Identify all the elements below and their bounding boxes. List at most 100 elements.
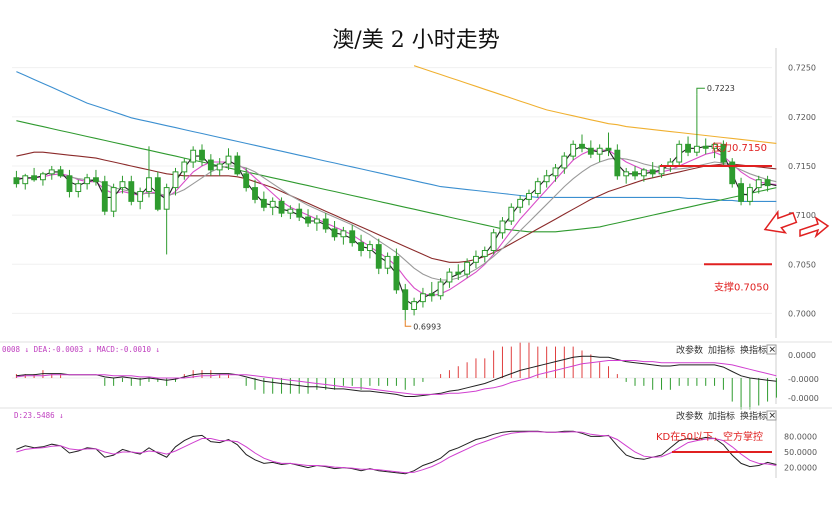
candle-body <box>305 216 311 224</box>
candle-body <box>366 244 373 252</box>
candle <box>411 297 418 316</box>
kd-close-button[interactable] <box>766 410 777 421</box>
candle <box>384 252 391 275</box>
candle <box>331 221 338 241</box>
candle-body <box>543 175 550 183</box>
candle <box>561 152 568 174</box>
candle <box>22 173 29 190</box>
candle-body <box>119 181 126 189</box>
candle <box>393 248 400 294</box>
kd-add-indicator-button[interactable]: 加指标 <box>708 410 735 422</box>
candle-body <box>420 293 426 303</box>
candle-body <box>640 169 647 177</box>
kd-change-params-button[interactable]: 改参数 <box>676 410 703 422</box>
macd-close-button[interactable] <box>766 344 777 355</box>
candle <box>110 183 117 218</box>
ma-line-ma_blue <box>16 71 777 202</box>
candle-body <box>349 230 356 244</box>
candle-body <box>358 242 364 252</box>
candle <box>446 268 453 288</box>
candle-body <box>137 191 144 202</box>
macd-tick-label: -0.0000 <box>788 375 819 384</box>
candle-body <box>260 198 267 208</box>
candle <box>260 191 267 212</box>
ma-line-ma_green <box>16 120 777 233</box>
candle-body <box>199 149 205 161</box>
candle <box>287 205 294 220</box>
candle-body <box>473 255 479 263</box>
candle-body <box>702 145 709 149</box>
candle <box>464 258 471 279</box>
candle-body <box>243 173 250 189</box>
candle <box>66 169 73 198</box>
candle <box>693 94 700 157</box>
candle-body <box>720 143 727 163</box>
candle <box>40 171 46 186</box>
price-tick-label: 0.7000 <box>788 309 816 318</box>
price-panel: 0.7250 0.7200 0.7150 0.7100 0.7050 0.7000 0.72… <box>12 48 816 338</box>
candle <box>702 138 709 155</box>
support-label: 支撑0.7050 <box>714 280 769 293</box>
kd-switch-indicator-button[interactable]: 换指标 <box>740 410 767 422</box>
candle-body <box>561 155 568 169</box>
candle-body <box>517 198 524 208</box>
candle-body <box>340 230 347 238</box>
candle-body <box>128 181 135 202</box>
kd-panel: D:23.5486 ↓ 改参数 加指标 换指标 ✕ 80.0000 50.0000 20.00… <box>0 407 832 478</box>
candle <box>375 238 382 275</box>
candle-body <box>278 200 285 214</box>
candle <box>649 162 656 178</box>
candle <box>84 173 91 190</box>
macd-switch-indicator-button[interactable]: 换指标 <box>740 344 767 356</box>
candle <box>190 146 197 168</box>
candle-body <box>755 179 762 189</box>
arrow-right-part <box>799 216 830 239</box>
candle-body <box>746 187 753 202</box>
candle <box>234 152 241 176</box>
candle-body <box>190 149 197 163</box>
candle <box>437 278 444 300</box>
candle <box>738 177 744 206</box>
candle <box>676 140 683 166</box>
candle-body <box>402 289 409 310</box>
macd-tick-label: 0.0000 <box>788 351 816 360</box>
close-icon: ✕ <box>769 346 777 356</box>
price-tick-label: 0.7100 <box>788 211 816 220</box>
candle <box>225 148 232 170</box>
candle <box>711 142 718 159</box>
macd-tick-label: -0.0000 <box>788 394 819 403</box>
macd-add-indicator-button[interactable]: 加指标 <box>708 344 735 356</box>
kd-tick-label: 80.0000 <box>784 432 817 441</box>
candle-body <box>234 155 241 175</box>
candle-body <box>163 187 170 210</box>
kd-note-label: KD在50以下，空方掌控 <box>656 430 763 443</box>
candle <box>119 175 126 194</box>
candle-body <box>455 271 462 275</box>
macd-change-params-button[interactable]: 改参数 <box>676 344 703 356</box>
right-arrow-icon <box>763 209 830 239</box>
candle <box>614 144 621 180</box>
candle <box>534 177 541 198</box>
candle-body <box>490 232 497 252</box>
candle-body <box>596 147 603 155</box>
candle <box>154 171 161 212</box>
candle <box>552 164 559 182</box>
candle <box>305 209 311 227</box>
price-plot-area <box>12 48 772 338</box>
macd-panel: 0008 ↓ DEA:-0.0003 ↓ MACD:-0.0010 ↓ 改参数 加指… <box>0 341 832 410</box>
candle <box>340 226 347 245</box>
candle <box>605 132 612 157</box>
candle <box>181 158 188 180</box>
candle <box>207 154 214 176</box>
kd-header: D:23.5486 ↓ <box>14 411 64 420</box>
peak-label: 0.7223 <box>707 84 735 93</box>
candle-body <box>579 143 585 149</box>
candle <box>349 224 356 247</box>
candle-body <box>172 171 179 189</box>
candle-body <box>331 228 338 238</box>
candle-body <box>48 169 55 175</box>
candle <box>570 140 577 161</box>
candle-body <box>216 163 223 171</box>
candle-body <box>93 177 99 183</box>
price-tick-label: 0.7200 <box>788 113 816 122</box>
